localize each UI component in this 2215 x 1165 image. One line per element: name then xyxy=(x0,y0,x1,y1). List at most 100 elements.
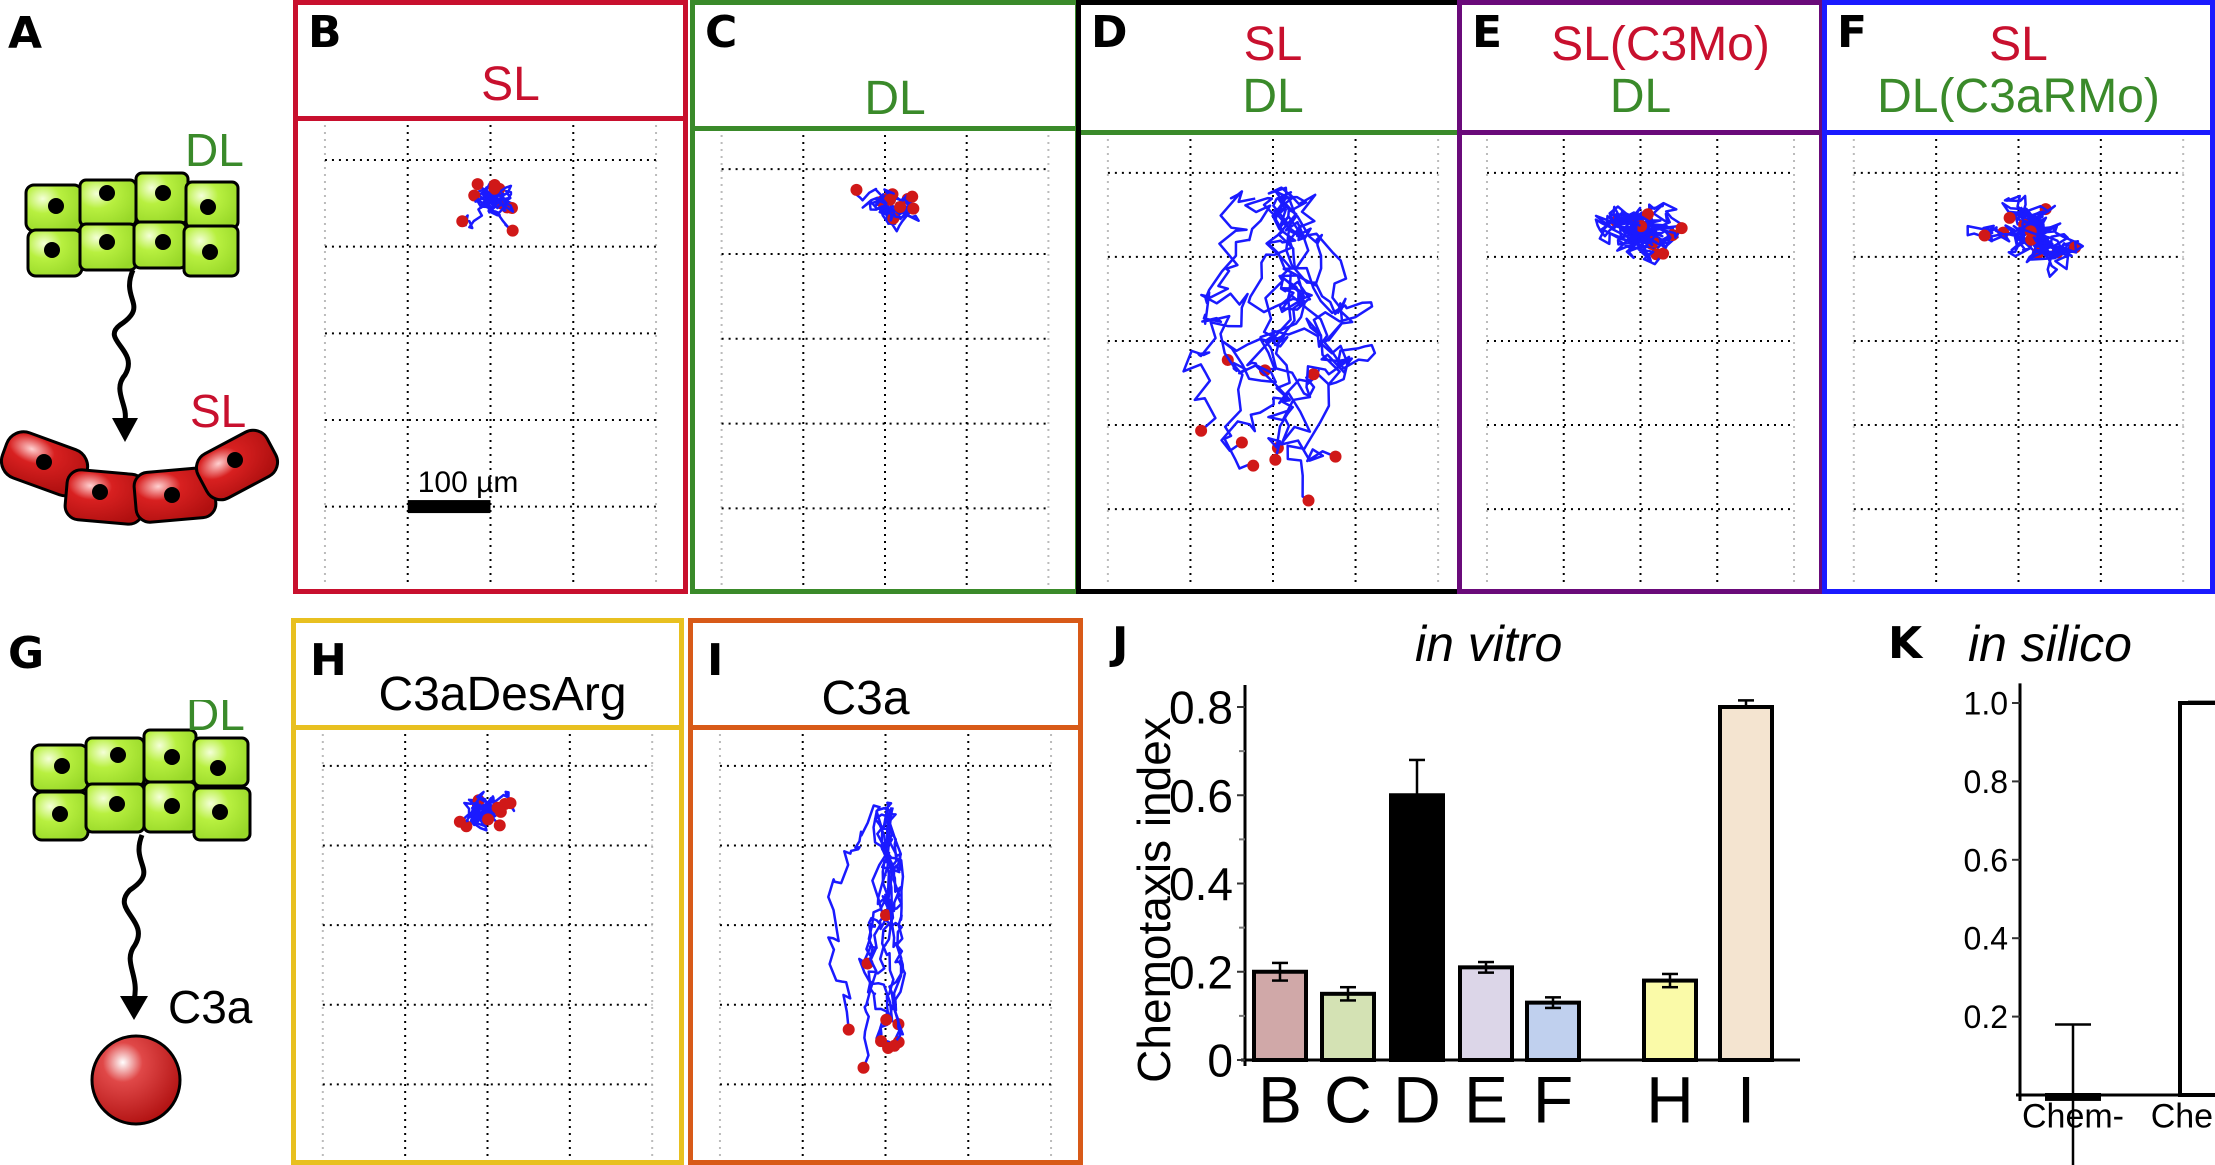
bar-Chem+ xyxy=(2178,701,2215,1097)
track-panel-c: C DL xyxy=(690,0,1080,594)
cell-track xyxy=(1277,197,1374,502)
panel-label-h: H xyxy=(310,635,347,686)
track-panel-i: I C3a xyxy=(688,618,1083,1165)
cell-track xyxy=(1609,218,1683,250)
track-panel-d: D SL DL xyxy=(1076,0,1470,594)
track-plot-f xyxy=(1852,139,2185,587)
signal-arrow-g xyxy=(121,834,147,1001)
x-tick-label: F xyxy=(1533,1063,1573,1137)
y-tick-label: 0.8 xyxy=(1169,682,1233,734)
bar-E xyxy=(1458,965,1514,1062)
track-endpoint xyxy=(504,797,517,810)
cell-track xyxy=(2002,223,2051,258)
signal-arrow-a xyxy=(111,269,137,421)
cell-track xyxy=(1220,186,1308,384)
cell-track xyxy=(866,806,895,1020)
bar-I xyxy=(1718,705,1774,1062)
panel-title-f-line2: DL(C3aRMo) xyxy=(1877,70,2160,123)
y-tick-label: 0.6 xyxy=(1964,842,2008,878)
panel-label-f: F xyxy=(1837,7,1868,58)
track-endpoint xyxy=(471,178,484,191)
y-tick-label: 0.8 xyxy=(1964,764,2008,800)
track-panel-f: F SL DL(C3aRMo) xyxy=(1822,0,2215,594)
panel-title-c: DL xyxy=(864,72,926,125)
track-plot-d xyxy=(1106,139,1440,587)
panel-title-d-line1: SL xyxy=(1243,18,1303,71)
track-panel-h: H C3aDesArg xyxy=(291,618,684,1165)
track-endpoint xyxy=(2003,211,2016,224)
track-panel-e: E SL(C3Mo) DL xyxy=(1457,0,1824,594)
x-tick-label: I xyxy=(1737,1063,1755,1137)
c3a-label-g: C3a xyxy=(168,981,253,1033)
chart-title-k: in silico xyxy=(1968,616,2132,672)
track-plot-c xyxy=(720,135,1050,587)
track-endpoint xyxy=(1657,247,1670,260)
panel-label-k: K xyxy=(1888,618,1923,669)
track-endpoint xyxy=(1329,450,1342,463)
y-axis-label: Chemotaxis index xyxy=(1128,717,1180,1083)
schematic-a: DL SL xyxy=(0,124,280,526)
cell-track xyxy=(2025,233,2085,264)
track-endpoint xyxy=(880,1013,893,1026)
track-endpoint xyxy=(493,819,506,832)
panel-label-j: J xyxy=(1112,618,1129,669)
track-endpoint xyxy=(456,215,469,228)
chart-k: 0.2 0.4 0.6 0.8 1.0 Chem- Chem+ xyxy=(1964,683,2215,1165)
track-endpoint xyxy=(453,815,466,828)
cell-track xyxy=(853,187,888,210)
track-plot-h xyxy=(321,734,654,1158)
track-endpoint xyxy=(1302,494,1315,507)
panel-label-g: G xyxy=(8,628,45,679)
x-tick-label: D xyxy=(1393,1063,1441,1137)
chart-title-j: in vitro xyxy=(1415,616,1563,672)
track-endpoint xyxy=(488,182,501,195)
chart-j: 0 0.2 0.4 0.6 0.8 B C D E F H I Chemotaxis index xyxy=(1128,682,1800,1137)
bar-D xyxy=(1389,793,1445,1062)
track-endpoint xyxy=(506,224,519,237)
track-endpoint xyxy=(1235,436,1248,449)
x-tick-label: Chem+ xyxy=(2151,1097,2215,1135)
track-endpoint xyxy=(894,200,907,213)
track-endpoint xyxy=(880,909,893,922)
cell-track xyxy=(1182,190,1256,432)
track-endpoint xyxy=(842,1023,855,1036)
track-endpoint xyxy=(875,1035,888,1048)
scale-bar xyxy=(407,500,491,514)
track-endpoint xyxy=(906,190,919,203)
cell-track xyxy=(1267,191,1354,461)
cell-track xyxy=(1201,196,1274,470)
schematic-g: DL C3a xyxy=(30,700,253,1126)
panel-label-a: A xyxy=(8,8,43,59)
cell-track xyxy=(2018,204,2057,243)
track-endpoint xyxy=(888,1039,901,1052)
y-tick-label: 1.0 xyxy=(1964,686,2008,722)
c3a-molecule xyxy=(90,1034,182,1126)
cell-track xyxy=(827,804,881,1030)
y-tick-label: 0.4 xyxy=(1169,858,1233,910)
dl-cell-cluster xyxy=(24,171,240,278)
bar-F xyxy=(1525,1000,1581,1063)
x-tick-label: E xyxy=(1464,1063,1508,1137)
cell-track xyxy=(1220,197,1324,453)
panel-label-d: D xyxy=(1091,7,1128,58)
y-tick-label: 0.6 xyxy=(1169,770,1233,822)
x-tick-label: B xyxy=(1258,1063,1302,1137)
track-endpoint xyxy=(1247,459,1260,472)
cell-track xyxy=(1272,198,1377,386)
x-tick-label: Chem- xyxy=(2022,1097,2124,1135)
panel-title-d-line2: DL xyxy=(1242,70,1304,123)
panel-title-b: SL xyxy=(481,58,540,111)
track-endpoint xyxy=(491,801,504,814)
track-endpoint xyxy=(1675,222,1688,235)
y-tick-label: 0.2 xyxy=(1964,999,2008,1035)
cell-track xyxy=(489,184,513,208)
sl-cell-row xyxy=(0,428,280,526)
track-endpoint xyxy=(468,189,481,202)
panel-title-e-line2: DL xyxy=(1609,70,1672,123)
panel-title-f-line1: SL xyxy=(1989,18,2048,71)
bar-B xyxy=(1252,969,1308,1062)
y-tick-label: 0.4 xyxy=(1964,921,2008,957)
track-plot-e xyxy=(1485,139,1796,587)
dl-label-g: DL xyxy=(186,700,245,740)
cell-track xyxy=(875,806,905,1052)
